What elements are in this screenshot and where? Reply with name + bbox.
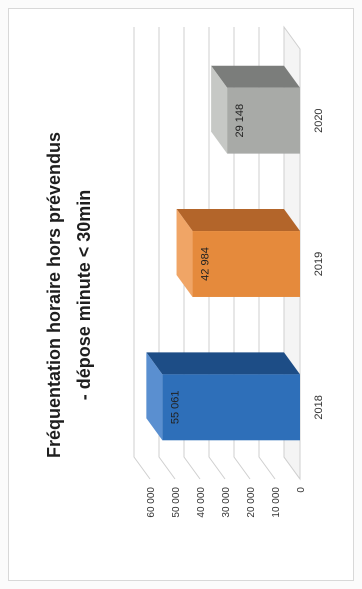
- bar-front: [227, 87, 301, 154]
- bar-top: [211, 65, 228, 154]
- data-label: 55 061: [169, 391, 181, 425]
- gridline: [208, 27, 226, 480]
- gridline: [133, 27, 151, 480]
- y-tick-label: 40 000: [196, 487, 207, 518]
- bar-front: [192, 231, 300, 297]
- bar-2020: [211, 65, 301, 154]
- gridline: [183, 27, 201, 480]
- bar-top: [176, 209, 193, 297]
- gridline: [233, 27, 251, 480]
- bar-side: [146, 352, 300, 375]
- chart-title-line-1: Fréquentation horaire hors prévendus: [44, 132, 64, 458]
- x-tick-label: 2020: [313, 108, 325, 132]
- gridline: [258, 27, 276, 480]
- bar-2019: [176, 209, 300, 297]
- bar-2018: [146, 352, 300, 441]
- y-tick-label: 10 000: [271, 487, 282, 518]
- data-label: 29 148: [234, 104, 246, 138]
- y-tick-label: 20 000: [246, 487, 257, 518]
- y-tick-label: 30 000: [221, 487, 232, 518]
- bar-top: [146, 352, 163, 441]
- bar-front: [162, 374, 300, 441]
- x-tick-label: 2018: [313, 395, 325, 419]
- y-tick-label: 0: [296, 487, 307, 493]
- y-tick-label: 60 000: [146, 487, 157, 518]
- data-label: 42 984: [200, 247, 212, 281]
- y-tick-label: 50 000: [171, 487, 182, 518]
- chart-title-line-2: - dépose minute < 30min: [74, 190, 94, 401]
- bar-side: [176, 209, 300, 232]
- gridline: [158, 27, 176, 480]
- bar-side: [211, 65, 300, 88]
- x-tick-label: 2019: [313, 252, 325, 276]
